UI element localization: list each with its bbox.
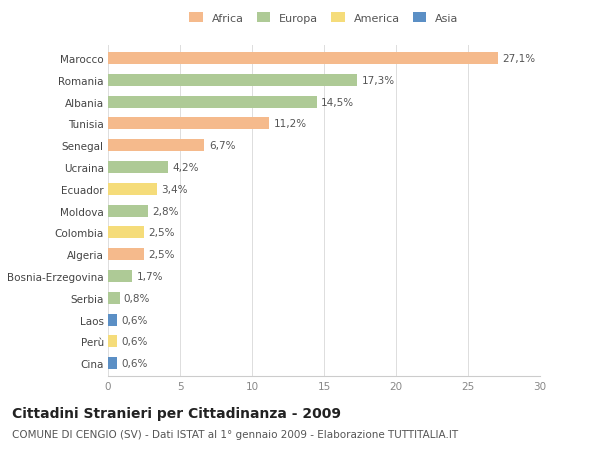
Text: 0,6%: 0,6%	[121, 315, 148, 325]
Bar	[108, 96, 317, 108]
Text: 11,2%: 11,2%	[274, 119, 307, 129]
Bar	[108, 205, 148, 217]
Text: 3,4%: 3,4%	[161, 185, 188, 195]
Legend: Africa, Europa, America, Asia: Africa, Europa, America, Asia	[185, 8, 463, 28]
Bar	[108, 358, 116, 369]
Bar	[108, 292, 119, 304]
Text: COMUNE DI CENGIO (SV) - Dati ISTAT al 1° gennaio 2009 - Elaborazione TUTTITALIA.: COMUNE DI CENGIO (SV) - Dati ISTAT al 1°…	[12, 429, 458, 439]
Bar	[108, 249, 144, 261]
Text: 0,6%: 0,6%	[121, 336, 148, 347]
Text: 4,2%: 4,2%	[173, 162, 199, 173]
Bar	[108, 184, 157, 196]
Text: 27,1%: 27,1%	[503, 54, 536, 64]
Text: 0,6%: 0,6%	[121, 358, 148, 368]
Text: 2,5%: 2,5%	[148, 228, 175, 238]
Bar	[108, 75, 357, 87]
Bar	[108, 53, 498, 65]
Text: 2,5%: 2,5%	[148, 250, 175, 260]
Text: 17,3%: 17,3%	[361, 76, 395, 86]
Bar	[108, 270, 133, 282]
Bar	[108, 336, 116, 347]
Bar	[108, 162, 169, 174]
Bar	[108, 227, 144, 239]
Text: 6,7%: 6,7%	[209, 141, 235, 151]
Text: Cittadini Stranieri per Cittadinanza - 2009: Cittadini Stranieri per Cittadinanza - 2…	[12, 406, 341, 420]
Text: 14,5%: 14,5%	[321, 97, 354, 107]
Bar	[108, 314, 116, 326]
Text: 0,8%: 0,8%	[124, 293, 150, 303]
Bar	[108, 140, 205, 152]
Text: 1,7%: 1,7%	[137, 271, 163, 281]
Text: 2,8%: 2,8%	[152, 206, 179, 216]
Bar	[108, 118, 269, 130]
